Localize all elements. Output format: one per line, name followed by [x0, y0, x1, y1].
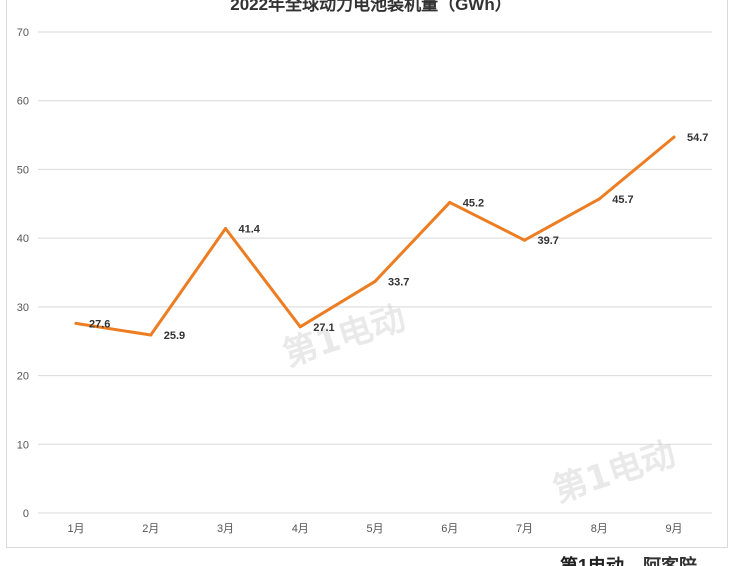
x-tick-label: 1月 [67, 523, 84, 535]
y-tick-label: 50 [17, 164, 29, 176]
data-point [149, 333, 153, 337]
data-label: 41.4 [239, 224, 261, 236]
data-label: 39.7 [538, 235, 559, 247]
y-tick-label: 10 [17, 439, 29, 451]
x-tick-label: 4月 [292, 523, 309, 535]
watermark-layer: 第1电动 第1电动 [278, 298, 680, 511]
y-axis-tick-labels: 0 10 20 30 40 50 60 70 [17, 27, 29, 520]
chart-title: 2022年全球动力电池装机量（GWh） [230, 0, 512, 14]
data-point [224, 227, 227, 231]
watermark-text: 第1电动 [548, 434, 680, 511]
data-labels: 27.6 25.9 41.4 27.1 33.7 45.2 39.7 45.7 54.7 [89, 132, 708, 342]
data-label: 54.7 [687, 132, 708, 144]
x-tick-label: 5月 [366, 523, 383, 535]
x-tick-label: 8月 [591, 523, 608, 535]
y-tick-label: 60 [17, 96, 29, 108]
data-point [373, 279, 377, 283]
footer-logos: 第1电动 阿客陪 [560, 552, 697, 566]
series-layer [74, 135, 676, 337]
line-chart: 0 10 20 30 40 50 60 70 1月 2月 3月 4月 5月 6月 7月 8月 9月 第1电动 … [17, 27, 712, 535]
x-tick-label: 7月 [516, 523, 533, 535]
grid-lines [38, 31, 712, 514]
data-label: 45.2 [463, 197, 484, 209]
footer-logo-right: 阿客陪 [643, 556, 698, 566]
data-label: 45.7 [612, 194, 633, 206]
y-tick-label: 70 [17, 27, 29, 39]
data-label: 27.6 [89, 318, 110, 330]
y-tick-label: 20 [17, 371, 29, 383]
data-point [597, 197, 601, 201]
chart-frame [6, 0, 728, 548]
data-label: 25.9 [164, 330, 185, 342]
data-point [523, 238, 526, 242]
footer-logo-left: 第1电动 [560, 556, 625, 566]
x-tick-label: 3月 [217, 523, 234, 535]
x-tick-label: 6月 [441, 523, 458, 535]
y-tick-label: 0 [23, 508, 29, 520]
data-label: 27.1 [313, 322, 334, 334]
y-tick-label: 30 [17, 302, 29, 314]
data-point [448, 200, 452, 204]
y-tick-label: 40 [17, 233, 29, 245]
x-axis-tick-labels: 1月 2月 3月 4月 5月 6月 7月 8月 9月 [67, 523, 682, 535]
watermark-text: 第1电动 [278, 298, 410, 375]
data-label: 33.7 [388, 276, 409, 288]
data-point [298, 325, 302, 329]
x-tick-label: 2月 [142, 523, 159, 535]
x-tick-label: 9月 [665, 523, 682, 535]
data-point [74, 321, 78, 325]
data-point [672, 135, 676, 139]
